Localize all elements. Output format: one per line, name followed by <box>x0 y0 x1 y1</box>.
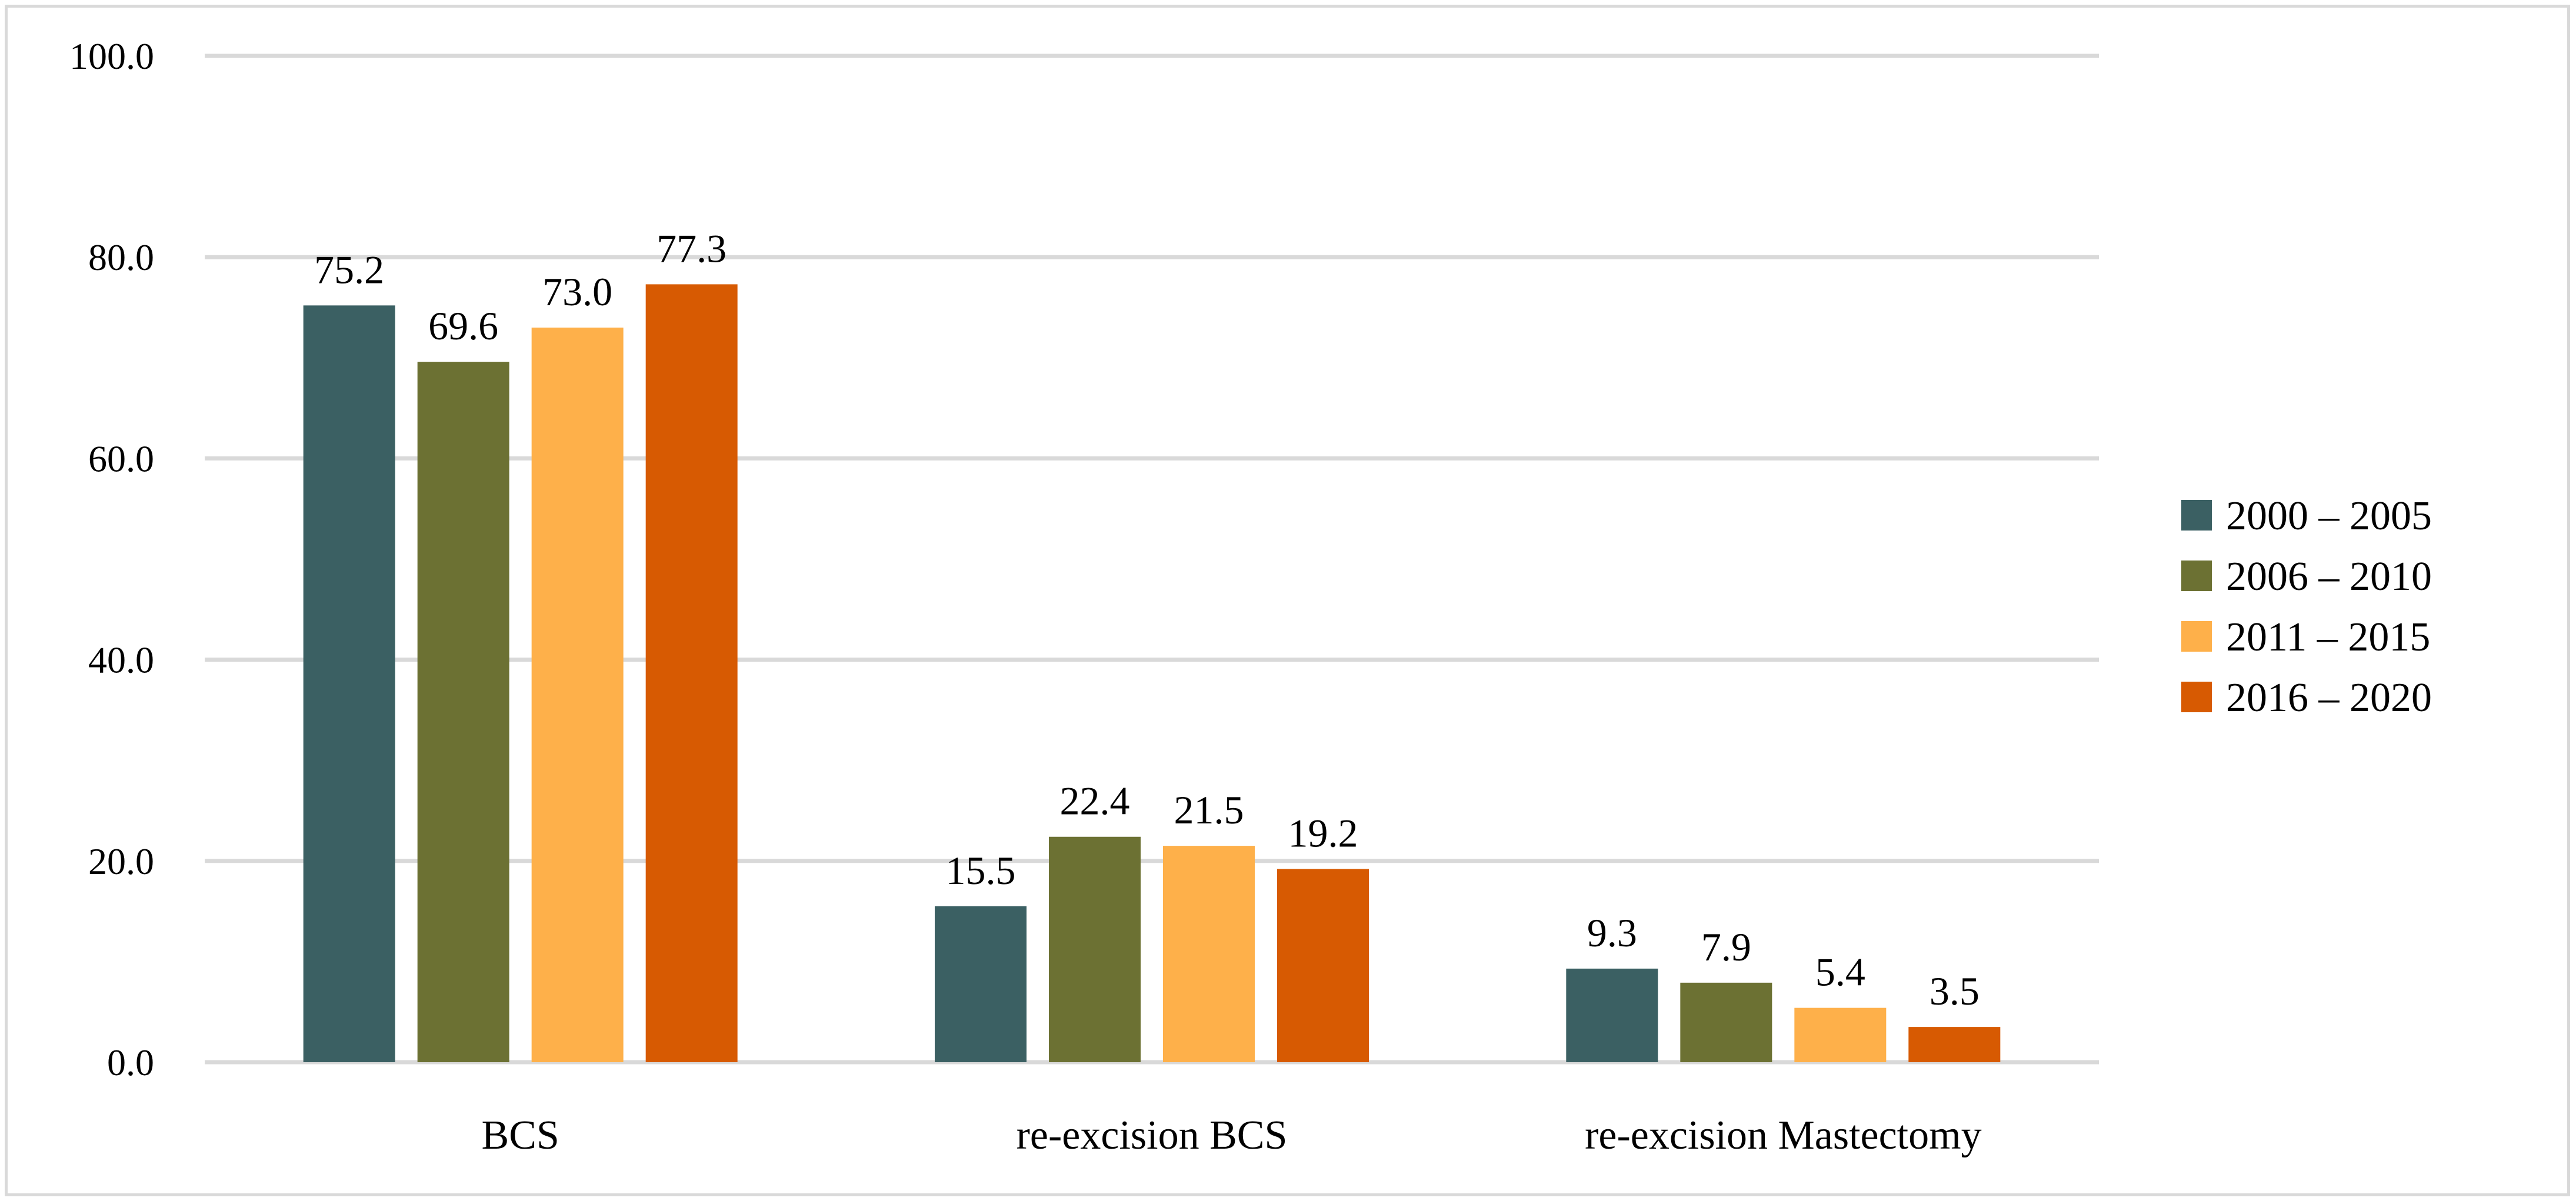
bar <box>1566 968 1658 1062</box>
data-label: 9.3 <box>1587 910 1637 955</box>
category-label: re-excision Mastectomy <box>1585 1113 1982 1158</box>
data-labels: 75.2 69.6 73.0 77.3 15.5 22.4 21.5 19.2 9.3 7.9 5.… <box>314 226 1980 1013</box>
legend-swatch <box>2181 682 2212 712</box>
y-axis-tick-labels: 0.0 20.0 40.0 60.0 80.0 100.0 <box>69 35 154 1083</box>
y-tick-label: 20.0 <box>88 840 154 882</box>
data-label: 77.3 <box>657 226 727 271</box>
data-label: 69.6 <box>428 303 498 348</box>
data-label: 5.4 <box>1815 950 1865 995</box>
y-tick-label: 80.0 <box>88 236 154 278</box>
category-label: re-excision BCS <box>1017 1113 1288 1158</box>
legend-label: 2016 – 2020 <box>2226 675 2432 720</box>
bar <box>1163 846 1255 1062</box>
bar <box>1908 1027 2001 1062</box>
bar <box>1680 982 1772 1062</box>
y-tick-label: 0.0 <box>107 1042 154 1083</box>
legend: 2000 – 2005 2006 – 2010 2011 – 2015 2016 – … <box>2181 493 2432 720</box>
data-label: 21.5 <box>1174 788 1244 832</box>
legend-label: 2011 – 2015 <box>2226 615 2430 660</box>
bar <box>303 305 395 1062</box>
y-tick-label: 60.0 <box>88 438 154 479</box>
legend-item: 2011 – 2015 <box>2181 615 2430 660</box>
legend-swatch <box>2181 561 2212 591</box>
data-label: 22.4 <box>1060 779 1130 823</box>
bar <box>935 906 1027 1062</box>
legend-label: 2006 – 2010 <box>2226 554 2432 599</box>
x-axis-category-labels: BCS re-excision BCS re-excision Mastectomy <box>482 1113 1982 1158</box>
data-label: 15.5 <box>946 848 1016 893</box>
y-tick-label: 40.0 <box>88 639 154 681</box>
bar <box>417 362 509 1062</box>
legend-swatch <box>2181 500 2212 531</box>
data-label: 7.9 <box>1701 925 1751 969</box>
y-tick-label: 100.0 <box>69 35 154 77</box>
data-label: 73.0 <box>542 269 612 314</box>
bar <box>531 327 624 1062</box>
gridlines <box>205 54 2099 1065</box>
data-label: 75.2 <box>314 247 384 292</box>
legend-item: 2000 – 2005 <box>2181 493 2432 539</box>
legend-swatch <box>2181 621 2212 652</box>
legend-item: 2006 – 2010 <box>2181 554 2432 599</box>
legend-item: 2016 – 2020 <box>2181 675 2432 720</box>
category-label: BCS <box>482 1113 559 1158</box>
bar <box>1049 836 1141 1062</box>
bar <box>1794 1007 1887 1062</box>
data-label: 19.2 <box>1288 810 1358 855</box>
bar <box>1277 869 1369 1062</box>
bar <box>645 284 738 1063</box>
bars <box>303 284 2001 1063</box>
legend-label: 2000 – 2005 <box>2226 493 2432 539</box>
data-label: 3.5 <box>1929 969 1980 1013</box>
